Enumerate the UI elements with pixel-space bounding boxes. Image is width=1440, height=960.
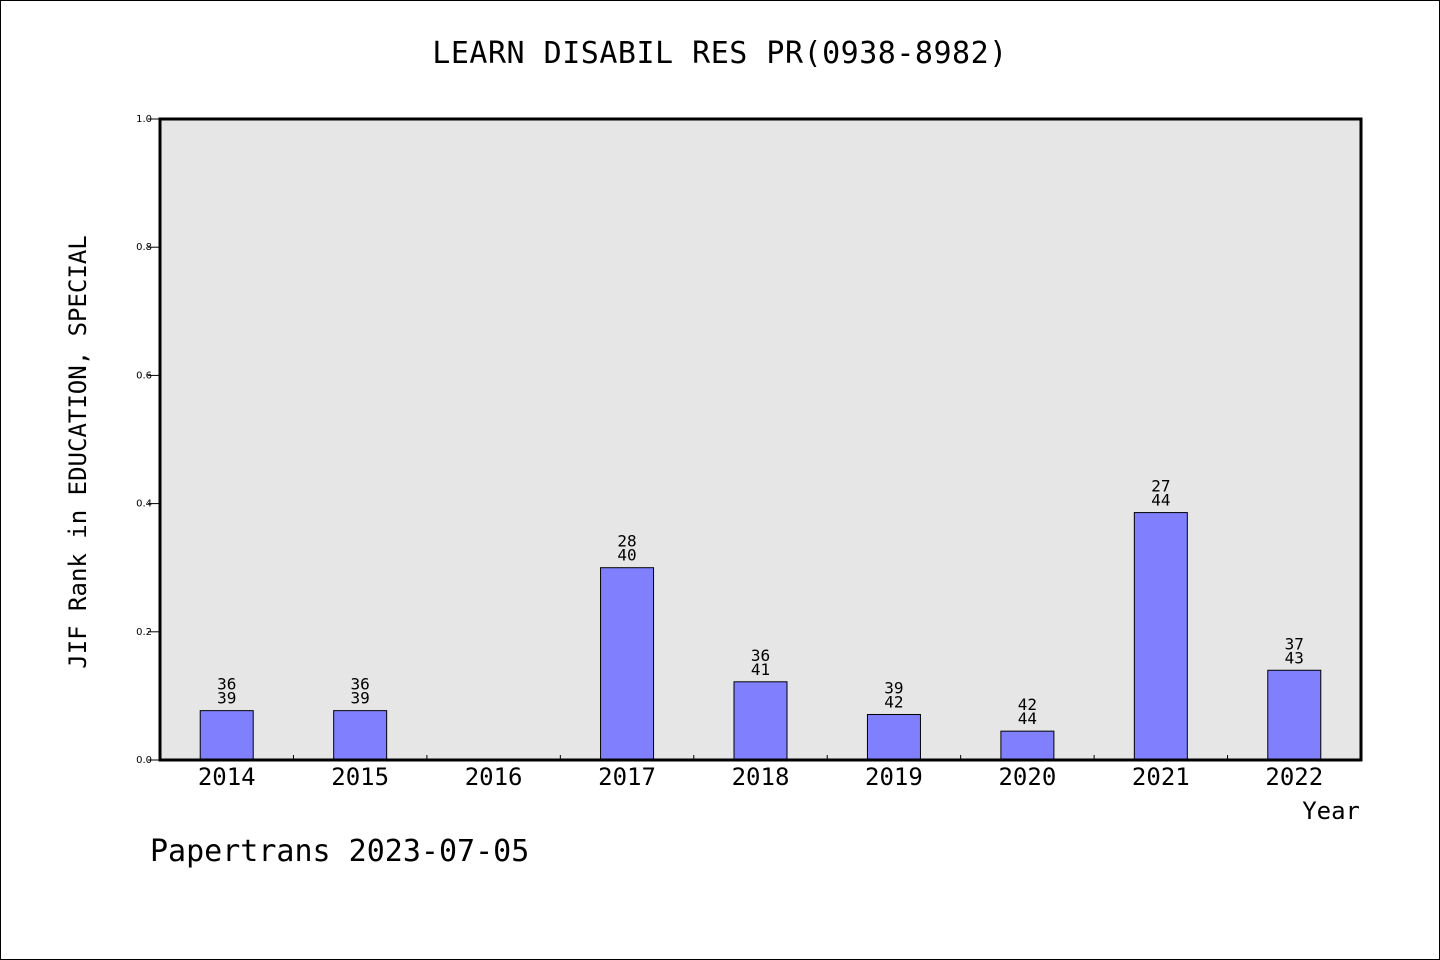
x-tick-label: 2020 — [998, 763, 1056, 791]
data-label-rank: 27 — [1151, 477, 1170, 496]
data-label-rank: 36 — [217, 675, 236, 694]
data-label-rank: 36 — [751, 646, 770, 665]
y-tick-label: 0.6 — [136, 370, 152, 381]
data-label-rank: 39 — [884, 678, 903, 697]
data-label-total: 40 — [617, 546, 636, 565]
chart-title: LEARN DISABIL RES PR(0938-8982) — [432, 36, 1008, 71]
data-label-total: 44 — [1151, 491, 1170, 510]
plot-border — [158, 117, 1363, 762]
bar — [600, 567, 655, 761]
data-label-total: 42 — [884, 692, 903, 711]
x-tick-label: 2017 — [598, 763, 656, 791]
footer-text: Papertrans 2023-07-05 — [150, 834, 530, 869]
bar — [199, 710, 254, 761]
bar — [866, 713, 921, 761]
bar — [1133, 512, 1188, 761]
data-label-rank: 28 — [617, 532, 636, 551]
bar — [333, 710, 388, 761]
y-axis-label: JIF Rank in EDUCATION, SPECIAL — [64, 235, 92, 669]
data-label-total: 39 — [351, 689, 370, 708]
data-label-total: 43 — [1285, 648, 1304, 667]
data-label-rank: 36 — [351, 675, 370, 694]
data-label-rank: 42 — [1018, 695, 1037, 714]
x-tick-label: 2014 — [198, 763, 256, 791]
x-tick-label: 2016 — [465, 763, 523, 791]
x-axis-label: Year — [1302, 797, 1360, 825]
bar — [733, 681, 788, 761]
x-tick-label: 2018 — [732, 763, 790, 791]
x-tick-label: 2019 — [865, 763, 923, 791]
x-tick-label: 2021 — [1132, 763, 1190, 791]
y-tick-label: 0.4 — [136, 499, 152, 510]
y-tick-label: 0.0 — [136, 755, 152, 766]
y-axis: 0.0 0.2 0.4 0.6 0.8 1.0 — [136, 114, 160, 766]
x-axis: 2014 2015 2016 2017 2018 2019 2020 2021 2022 — [198, 755, 1323, 791]
data-label-total: 39 — [217, 689, 236, 708]
data-label-rank: 37 — [1285, 634, 1304, 653]
bar — [1267, 669, 1322, 761]
data-label-total: 41 — [751, 660, 770, 679]
data-label-total: 44 — [1018, 709, 1037, 728]
bar — [1000, 730, 1055, 761]
y-tick-label: 0.2 — [136, 627, 152, 638]
y-tick-label: 0.8 — [136, 242, 152, 253]
x-tick-label: 2022 — [1265, 763, 1323, 791]
x-tick-label: 2015 — [331, 763, 389, 791]
y-tick-label: 1.0 — [136, 114, 152, 125]
